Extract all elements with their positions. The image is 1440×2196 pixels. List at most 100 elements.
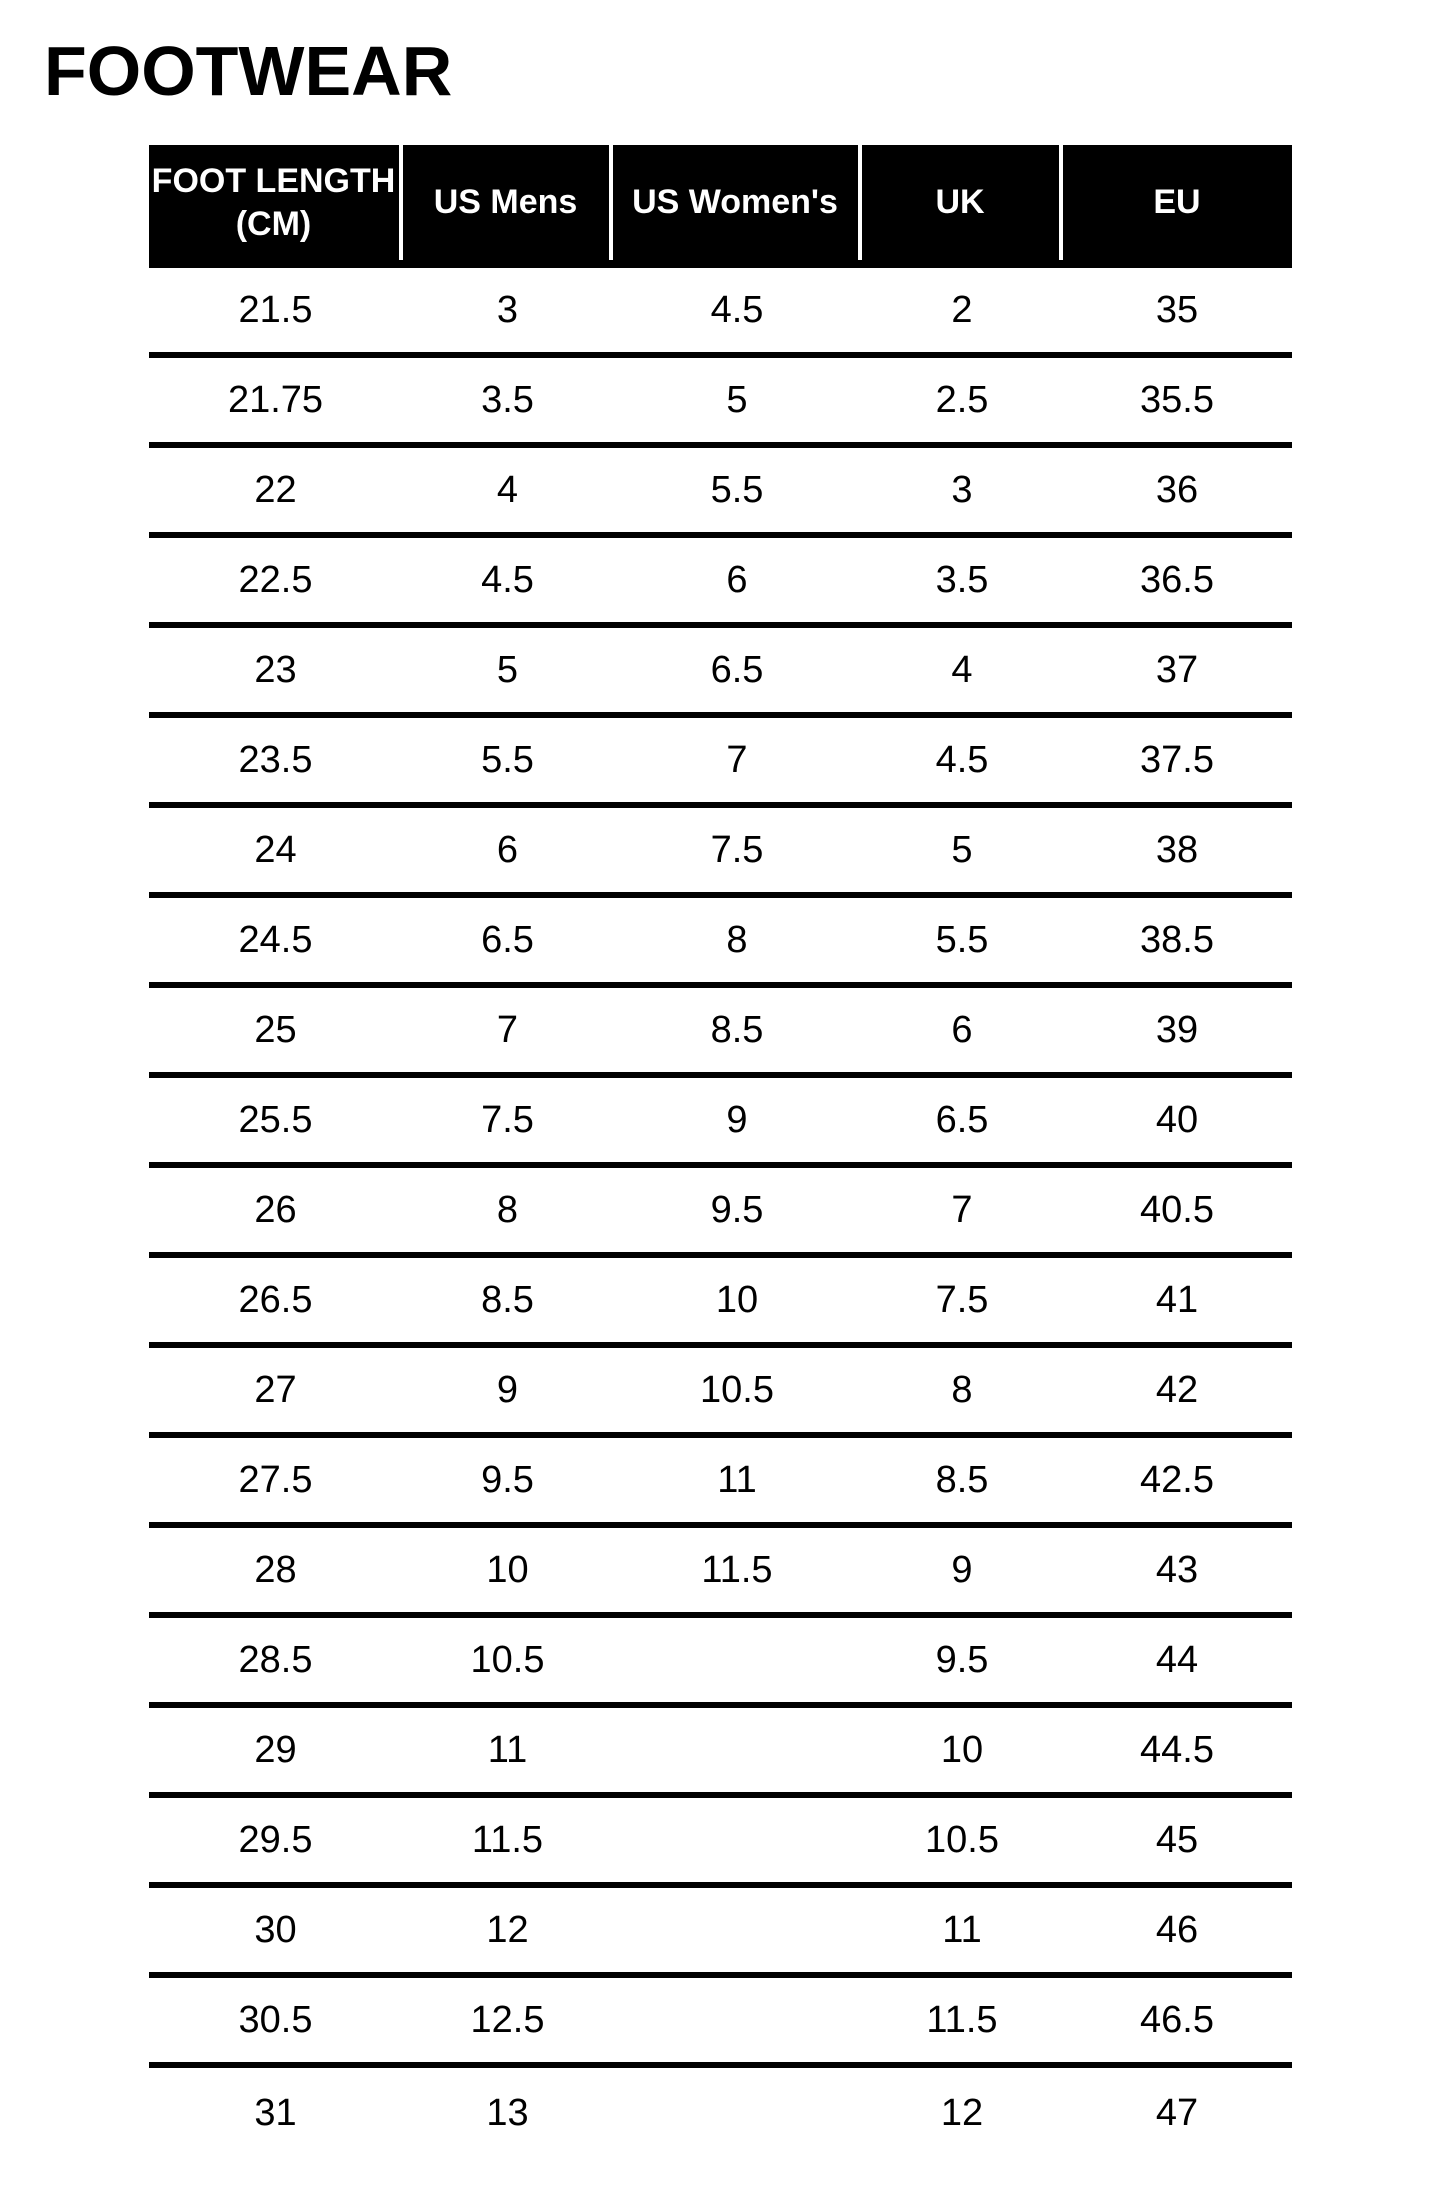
table-row: 27 9 10.5 8 42 <box>148 1348 1292 1438</box>
table-cell-eu: 35.5 <box>1140 378 1214 421</box>
table-cell-us_mens: 10 <box>486 1548 529 1591</box>
table-row: 29 11 10 44.5 <box>148 1708 1292 1798</box>
table-cell-us_womens: 7 <box>726 738 748 781</box>
table-cell-foot_length_cm: 29 <box>254 1728 297 1771</box>
table-cell-foot_length_cm: 26 <box>254 1188 297 1231</box>
column-header-us_womens: US Women's <box>612 145 862 260</box>
table-cell-eu: 37 <box>1155 648 1199 691</box>
table-cell-foot_length_cm: 30 <box>254 1908 297 1951</box>
table-cell-us_womens: 7.5 <box>710 828 764 871</box>
table-cell-uk: 4 <box>951 648 973 691</box>
table-cell-eu: 46 <box>1155 1908 1199 1951</box>
table-row: 31 13 12 47 <box>149 2068 1292 2158</box>
table-cell-us_womens: 10 <box>715 1278 759 1321</box>
table-cell-uk: 11 <box>942 1908 982 1951</box>
table-row: 25 7 8.5 6 39 <box>148 988 1292 1078</box>
table-cell-us_mens: 9.5 <box>481 1458 534 1501</box>
table-cell-uk: 4.5 <box>935 738 989 781</box>
column-header-eu: EU <box>1062 145 1292 260</box>
table-header-row: FOOT LENGTH (CM) US Mens US Women's UK EU <box>148 145 1292 268</box>
table-cell-us_womens: 8 <box>726 918 748 961</box>
table-cell-foot_length_cm: 23.5 <box>238 738 313 781</box>
size-conversion-table: FOOT LENGTH (CM) US Mens US Women's UK EU 21… <box>148 145 1292 2158</box>
table-cell-eu: 38.5 <box>1140 918 1214 961</box>
table-cell-us_womens: 6.5 <box>710 648 764 691</box>
table-cell-uk: 6 <box>951 1008 973 1051</box>
table-row: 25.5 7.5 9 6.5 40 <box>148 1078 1292 1168</box>
table-cell-uk: 7 <box>951 1188 973 1231</box>
table-cell-foot_length_cm: 24.5 <box>238 918 313 961</box>
table-cell-us_womens: 11.5 <box>701 1548 773 1591</box>
table-cell-us_mens: 4.5 <box>481 558 534 601</box>
table-cell-us_mens: 7 <box>496 1008 519 1051</box>
table-cell-eu: 39 <box>1155 1008 1199 1051</box>
table-cell-foot_length_cm: 22.5 <box>238 558 313 601</box>
table-cell-eu: 40 <box>1155 1098 1199 1141</box>
table-cell-uk: 3 <box>951 468 973 511</box>
table-cell-us_womens: 5.5 <box>710 468 764 511</box>
table-cell-eu: 40.5 <box>1140 1188 1214 1231</box>
table-cell-uk: 10 <box>940 1728 984 1771</box>
table-row: 23.5 5.5 7 4.5 37.5 <box>148 718 1292 808</box>
table-row: 21.5 3 4.5 2 35 <box>148 268 1292 358</box>
table-cell-eu: 36 <box>1155 468 1199 511</box>
table-cell-us_womens: 6 <box>726 558 748 601</box>
table-cell-foot_length_cm: 31 <box>254 2091 297 2134</box>
table-cell-uk: 12 <box>940 2091 984 2134</box>
table-cell-uk: 9 <box>951 1548 973 1591</box>
table-cell-foot_length_cm: 22 <box>254 468 297 511</box>
table-cell-uk: 8.5 <box>935 1458 989 1501</box>
table-cell-us_mens: 5 <box>496 648 519 691</box>
table-cell-us_womens: 10.5 <box>700 1368 774 1411</box>
table-row: 21.75 3.5 5 2.5 35.5 <box>148 358 1292 448</box>
table-cell-us_mens: 4 <box>496 468 519 511</box>
table-cell-us_womens <box>613 1978 862 2062</box>
table-cell-foot_length_cm: 27.5 <box>238 1458 313 1501</box>
table-cell-uk: 3.5 <box>935 558 989 601</box>
table-cell-eu: 41 <box>1155 1278 1199 1321</box>
table-row: 26 8 9.5 7 40.5 <box>148 1168 1292 1258</box>
table-cell-uk: 5.5 <box>935 918 989 961</box>
table-cell-eu: 36.5 <box>1140 558 1214 601</box>
table-cell-uk: 2 <box>951 288 973 331</box>
table-cell-us_mens: 8 <box>496 1188 519 1231</box>
column-header-us_mens: US Mens <box>402 145 613 260</box>
table-cell-uk: 8 <box>951 1368 973 1411</box>
table-cell-foot_length_cm: 24 <box>254 828 297 871</box>
table-cell-uk: 6.5 <box>935 1098 989 1141</box>
table-cell-foot_length_cm: 21.75 <box>227 378 324 421</box>
table-cell-uk: 5 <box>951 828 973 871</box>
table-cell-us_womens <box>613 1798 862 1882</box>
table-row: 22 4 5.5 3 36 <box>148 448 1292 538</box>
table-cell-us_mens: 3 <box>496 288 519 331</box>
table-cell-eu: 42.5 <box>1140 1458 1214 1501</box>
table-row: 23 5 6.5 4 37 <box>148 628 1292 718</box>
table-cell-eu: 47 <box>1155 2091 1199 2134</box>
table-row: 29.5 11.5 10.5 45 <box>148 1798 1292 1888</box>
table-cell-eu: 44.5 <box>1140 1728 1214 1771</box>
table-cell-us_mens: 9 <box>496 1368 519 1411</box>
table-row: 24 6 7.5 5 38 <box>148 808 1292 898</box>
table-cell-us_mens: 6.5 <box>481 918 534 961</box>
table-cell-eu: 45 <box>1155 1818 1199 1861</box>
table-row: 28 10 11.5 9 43 <box>148 1528 1292 1618</box>
table-cell-eu: 35 <box>1155 288 1199 331</box>
table-row: 27.5 9.5 11 8.5 42.5 <box>148 1438 1292 1528</box>
table-cell-uk: 7.5 <box>935 1278 989 1321</box>
column-header-foot_length_cm: FOOT LENGTH (CM) <box>148 145 403 260</box>
table-cell-foot_length_cm: 27 <box>254 1368 297 1411</box>
table-cell-us_womens: 5 <box>726 378 748 421</box>
column-header-uk: UK <box>861 145 1063 260</box>
table-cell-uk: 11.5 <box>926 1998 998 2041</box>
table-cell-us_mens: 7.5 <box>481 1098 534 1141</box>
table-cell-eu: 37.5 <box>1140 738 1214 781</box>
table-cell-eu: 46.5 <box>1140 1998 1214 2041</box>
table-row: 24.5 6.5 8 5.5 38.5 <box>148 898 1292 988</box>
table-cell-us_womens: 11 <box>717 1458 757 1501</box>
table-cell-foot_length_cm: 21.5 <box>238 288 313 331</box>
table-cell-us_womens: 4.5 <box>710 288 764 331</box>
table-cell-eu: 38 <box>1155 828 1199 871</box>
table-cell-uk: 2.5 <box>935 378 989 421</box>
table-cell-foot_length_cm: 23 <box>254 648 297 691</box>
table-cell-foot_length_cm: 25 <box>254 1008 297 1051</box>
